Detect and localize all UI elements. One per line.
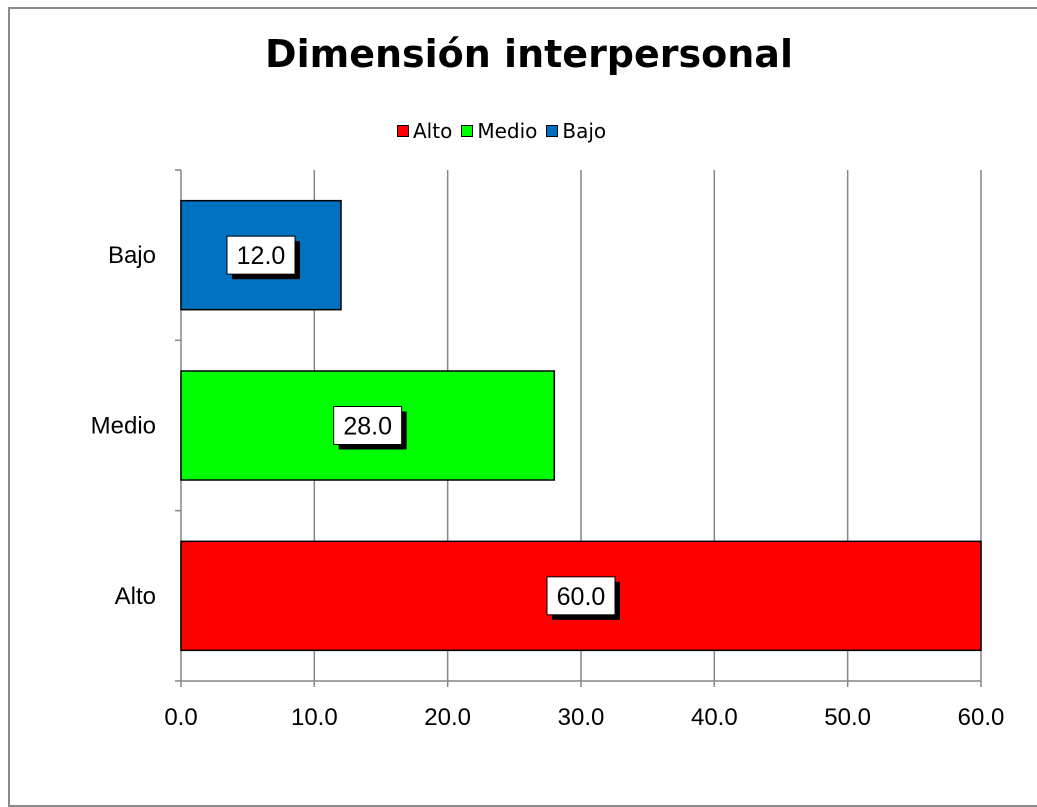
x-tick-label-4: 40.0 — [691, 704, 738, 731]
legend-entry-alto: Alto — [397, 119, 452, 143]
x-tick-label-5: 50.0 — [824, 704, 871, 731]
data-label-box-medio — [333, 406, 403, 445]
legend-swatch-alto — [397, 125, 409, 137]
legend-entry-bajo: Bajo — [546, 119, 606, 143]
chart-legend: Alto Medio Bajo — [397, 119, 615, 143]
chart-title: Dimensión interpersonal — [265, 32, 793, 76]
x-tick-label-1: 10.0 — [291, 704, 338, 731]
legend-swatch-bajo — [546, 125, 559, 137]
x-tick-label-2: 20.0 — [424, 704, 471, 731]
data-label-bajo: 12.0 — [237, 242, 286, 270]
bar-chart-plot: 0.0 10.0 20.0 30.0 40.0 50.0 60.0 Alto 60.0 Medio… — [91, 169, 1005, 731]
y-tick-label-bajo: Bajo — [108, 242, 156, 269]
data-label-alto: 60.0 — [557, 583, 606, 611]
x-tick-label-0: 0.0 — [164, 704, 197, 731]
legend-label-alto: Alto — [413, 119, 453, 143]
legend-entry-medio: Medio — [461, 119, 537, 143]
y-tick-label-alto: Alto — [115, 583, 156, 610]
y-tick-label-medio: Medio — [91, 413, 156, 440]
x-tick-label-3: 30.0 — [558, 704, 605, 731]
legend-swatch-medio — [461, 125, 474, 137]
data-label-box-alto — [546, 576, 616, 616]
data-label-box-bajo — [226, 235, 296, 275]
data-label-medio: 28.0 — [343, 413, 392, 441]
x-tick-label-6: 60.0 — [958, 704, 1005, 731]
legend-label-medio: Medio — [477, 119, 538, 143]
legend-label-bajo: Bajo — [562, 119, 607, 143]
